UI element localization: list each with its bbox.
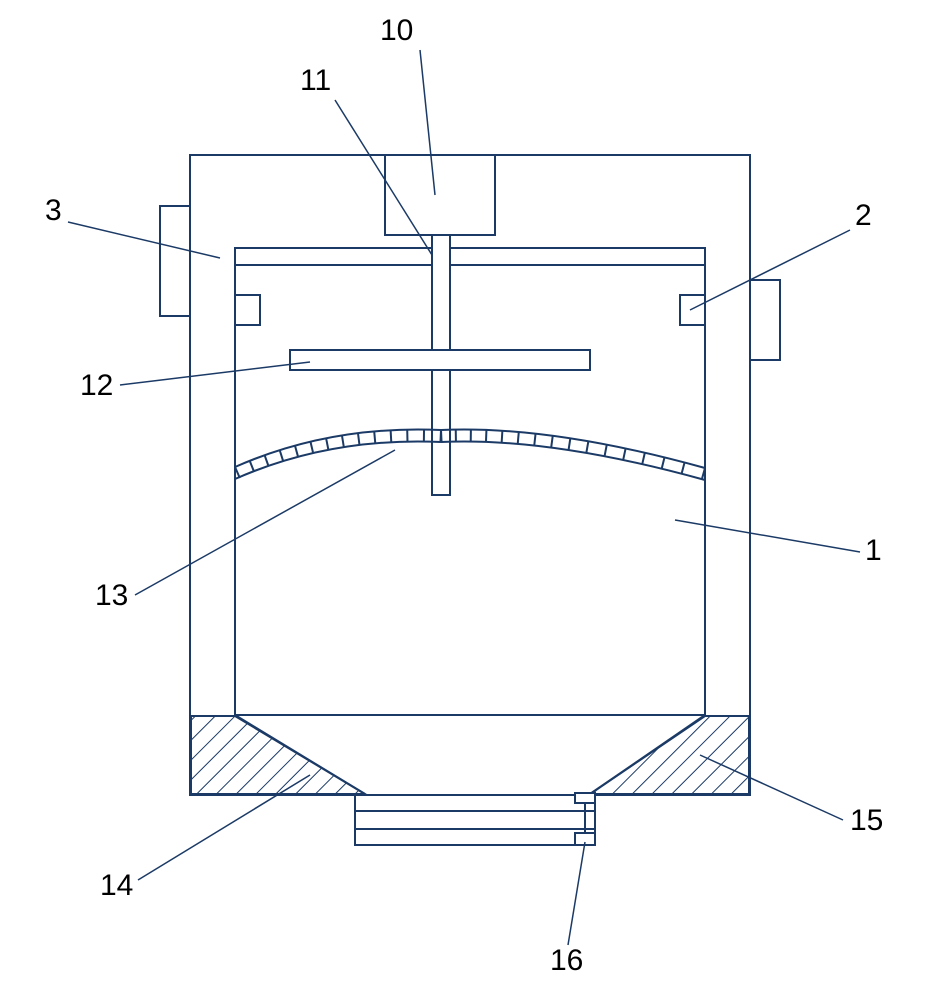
label-12: 12 <box>80 369 113 402</box>
label-15: 15 <box>850 804 883 837</box>
label-1: 1 <box>865 534 882 567</box>
label-14: 14 <box>100 869 133 902</box>
label-16: 16 <box>550 944 583 977</box>
technical-diagram: 10113212113151416 <box>0 0 929 1000</box>
diagram-svg: 10113212113151416 <box>0 0 929 1000</box>
label-3: 3 <box>45 194 62 227</box>
label-10: 10 <box>380 14 413 47</box>
label-2: 2 <box>855 199 872 232</box>
label-11: 11 <box>300 64 331 97</box>
label-13: 13 <box>95 579 128 612</box>
diagram-body <box>160 155 780 845</box>
